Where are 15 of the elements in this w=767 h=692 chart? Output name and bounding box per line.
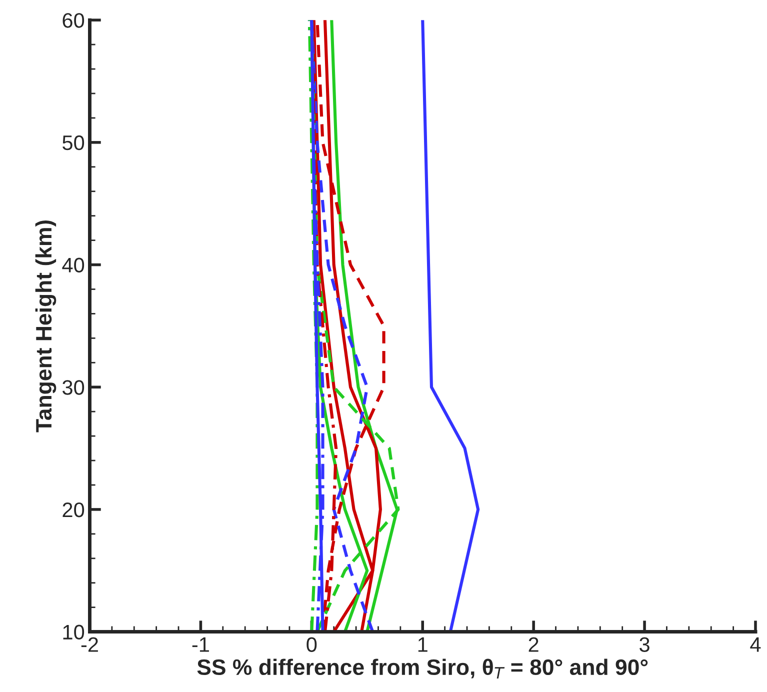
y-tick-label: 50 [62,135,84,150]
x-tick-label: 4 [750,637,761,652]
x-tick-label: -2 [81,637,98,652]
y-tick-label: 30 [62,380,84,395]
y-tick-label: 60 [62,13,84,28]
y-tick-label: 40 [62,258,84,273]
y-axis-title: Tangent Height (km) [35,220,56,432]
x-tick-label: 3 [640,637,650,652]
x-axis-title: SS % difference from Siro, θ$_{T}$ = 80° and 90° [197,658,648,678]
y-tick-label: 10 [63,624,84,640]
x-tick-label: 2 [528,637,538,652]
x-tick-label: -1 [192,637,209,652]
y-tick-label: 20 [62,502,84,518]
x-tick-label: 1 [418,637,428,652]
x-tick-label: 0 [306,637,317,652]
